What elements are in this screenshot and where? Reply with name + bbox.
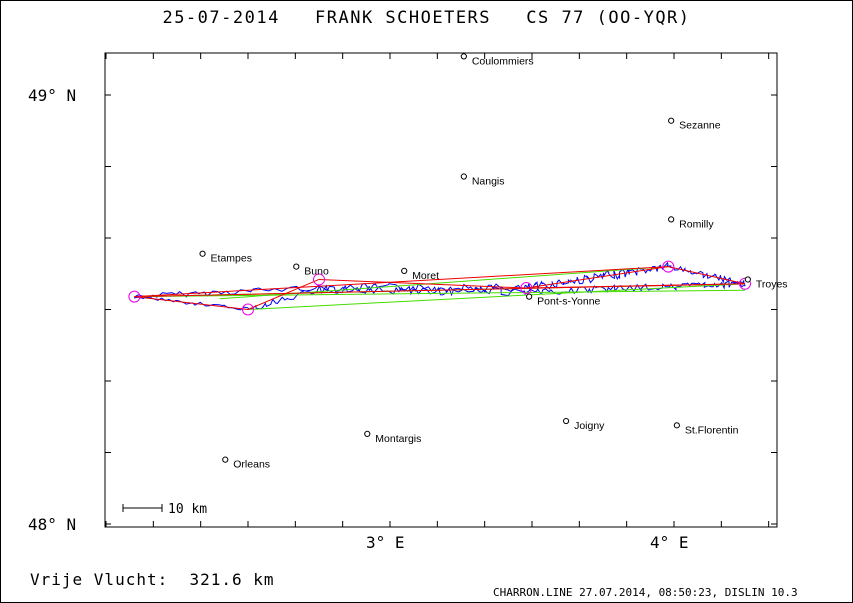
town-marker: Pont-s-Yonne [526, 293, 601, 308]
town-marker: Moret [401, 267, 439, 282]
town-dot [199, 250, 206, 257]
town-marker: Nangis [460, 173, 505, 188]
axis-labels: 49° N 48° N 3° E 4° E [28, 86, 689, 552]
town-label: Montargis [375, 433, 421, 445]
flight-title: 25-07-2014 FRANK SCHOETERS CS 77 (OO-YQR… [162, 8, 691, 28]
task-leg [318, 278, 527, 289]
flight-distance: Vrije Vlucht: 321.6 km [30, 570, 275, 589]
town-dot [293, 263, 300, 270]
town-dot [744, 276, 751, 283]
lat-label: 48° N [28, 515, 76, 534]
town-dot [460, 53, 467, 60]
town-dot [364, 430, 371, 438]
town-label: Moret [412, 270, 439, 282]
optimized-leg [134, 289, 746, 298]
lon-label: 4° E [650, 533, 689, 552]
town-marker: Orleans [222, 456, 270, 471]
optimized-leg [247, 283, 746, 310]
town-dot [673, 422, 680, 429]
task-leg [134, 266, 669, 298]
town-dot [668, 216, 675, 223]
scale-label: 10 km [168, 502, 207, 517]
town-label: Buno [304, 266, 329, 278]
town-marker: Montargis [364, 430, 421, 445]
town-dot [222, 456, 229, 463]
town-markers: Coulommiers Sezanne Nangis Romilly Etampes Bu… [199, 53, 788, 471]
town-marker: Buno [293, 263, 329, 278]
flight-track [128, 260, 751, 316]
task-leg [247, 279, 320, 310]
town-dot [668, 117, 675, 124]
town-marker: Troyes [744, 276, 788, 290]
town-marker: St.Florentin [673, 422, 739, 436]
town-label: Orleans [233, 459, 270, 471]
turnpoint-circle [662, 260, 675, 273]
town-label: Etampes [211, 253, 252, 265]
lat-label: 49° N [28, 86, 76, 105]
town-marker: Joigny [562, 417, 605, 432]
turnpoint-circle [520, 282, 533, 295]
town-marker: Etampes [199, 250, 252, 265]
turnpoint-circle [242, 303, 254, 316]
town-label: Romilly [679, 218, 714, 230]
town-label: Nangis [472, 176, 505, 188]
task-leg [668, 266, 746, 285]
town-label: Pont-s-Yonne [537, 296, 600, 308]
town-dot [562, 417, 570, 425]
town-label: St.Florentin [685, 424, 739, 436]
town-dot [460, 173, 467, 180]
town-label: Coulommiers [472, 55, 534, 67]
town-label: Joigny [574, 420, 605, 432]
scale-bar: 10 km [122, 502, 207, 517]
town-marker: Coulommiers [460, 53, 534, 67]
town-marker: Romilly [668, 216, 714, 230]
gps-track [133, 261, 746, 311]
town-label: Troyes [756, 278, 788, 290]
footer-info: CHARRON.LINE 27.07.2014, 08:50:23, DISLI… [493, 586, 798, 599]
turnpoint-circle [313, 273, 325, 286]
task-leg [134, 296, 249, 310]
axis-ticks [105, 53, 777, 527]
town-dot [401, 267, 408, 274]
town-marker: Sezanne [668, 117, 721, 132]
turnpoint-circle [128, 290, 141, 303]
lon-label: 3° E [366, 533, 405, 552]
plot-border [104, 52, 778, 528]
town-dot [526, 293, 533, 300]
task-leg [526, 283, 746, 289]
town-label: Sezanne [679, 120, 721, 132]
task-leg [526, 266, 669, 289]
